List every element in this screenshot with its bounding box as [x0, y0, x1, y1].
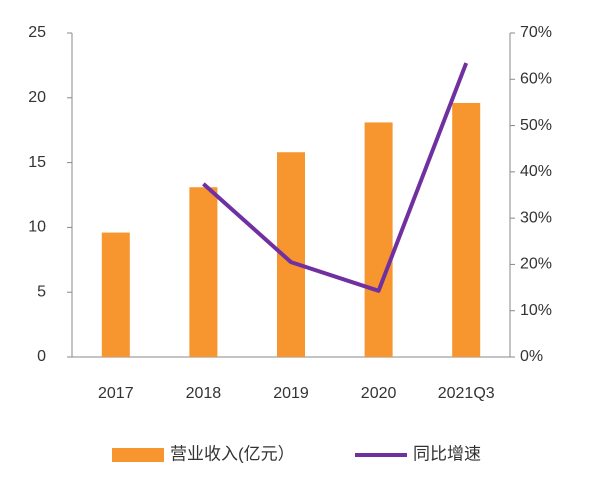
y-tick-label: 5	[37, 283, 46, 300]
y2-tick-label: 20%	[520, 256, 552, 273]
y2-tick-label: 10%	[520, 302, 552, 319]
y2-tick-label: 0%	[520, 348, 543, 365]
y2-tick-label: 30%	[520, 209, 552, 226]
bar	[189, 187, 218, 357]
x-tick-label: 2021Q3	[438, 385, 495, 402]
bar	[452, 102, 481, 357]
x-tick-label: 2017	[98, 385, 134, 402]
y2-tick-label: 60%	[520, 71, 552, 88]
y-tick-label: 10	[28, 219, 46, 236]
y2-tick-label: 70%	[520, 24, 552, 41]
bar	[101, 232, 130, 357]
x-tick-label: 2018	[186, 385, 222, 402]
y2-tick-label: 50%	[520, 117, 552, 134]
legend-label: 同比增速	[413, 444, 481, 463]
y-tick-label: 25	[28, 24, 46, 41]
bar	[364, 122, 393, 357]
line	[202, 62, 469, 293]
x-tick-label: 2020	[361, 385, 397, 402]
y2-tick-label: 40%	[520, 163, 552, 180]
legend-label: 营业收入(亿元）	[170, 444, 295, 463]
y-tick-label: 15	[28, 154, 46, 171]
y-tick-label: 20	[28, 89, 46, 106]
y-tick-label: 0	[37, 348, 46, 365]
x-tick-label: 2019	[273, 385, 309, 402]
legend-swatch	[112, 448, 164, 462]
